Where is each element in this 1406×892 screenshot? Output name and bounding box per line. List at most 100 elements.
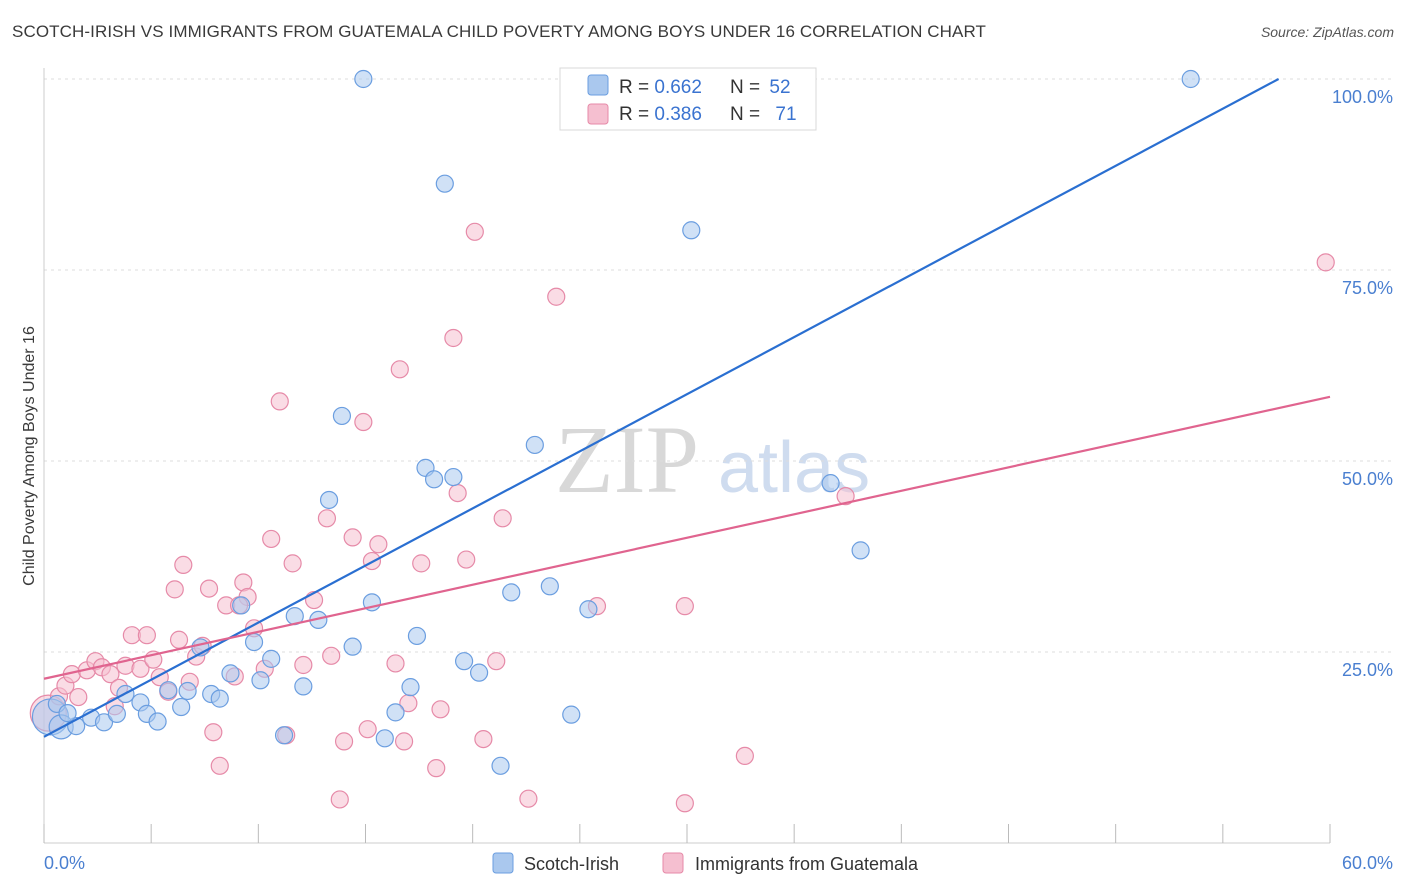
scotch-irish-point bbox=[244, 632, 264, 652]
guatemala-point bbox=[330, 790, 349, 809]
guatemala-point bbox=[204, 723, 223, 742]
x-tick-label-min: 0.0% bbox=[44, 853, 85, 873]
guatemala-point bbox=[493, 509, 512, 528]
gridlines bbox=[44, 78, 1393, 653]
guatemala-point bbox=[169, 630, 189, 649]
legend-r-value-1: 0.662 bbox=[654, 77, 702, 98]
scotch-irish-point bbox=[386, 703, 405, 722]
guatemala-points bbox=[29, 222, 1335, 813]
scotch-irish-point bbox=[502, 583, 521, 602]
guatemala-point bbox=[137, 626, 156, 645]
scotch-irish-point bbox=[107, 704, 126, 723]
legend-swatch-scotch-irish bbox=[587, 74, 609, 96]
guatemala-point bbox=[334, 732, 354, 751]
legend-r-label-2: R = bbox=[619, 104, 654, 125]
trend-lines bbox=[43, 78, 1331, 738]
guatemala-point bbox=[487, 652, 506, 671]
watermark-zip: ZIP bbox=[555, 406, 699, 513]
scotch-irish-point bbox=[332, 406, 352, 426]
scotch-irish-point bbox=[148, 712, 167, 731]
scotch-irish-point bbox=[491, 756, 510, 775]
guatemala-point bbox=[474, 729, 493, 749]
guatemala-point bbox=[270, 392, 289, 411]
guatemala-point bbox=[101, 665, 120, 684]
legend-swatch-guatemala bbox=[587, 103, 609, 125]
y-tick-label: 25.0% bbox=[1342, 660, 1393, 680]
scotch-irish-point bbox=[562, 705, 581, 724]
guatemala-point bbox=[317, 509, 337, 528]
guatemala-point bbox=[675, 597, 694, 616]
legend-n-row-1: N = 52 bbox=[730, 77, 791, 98]
bottom-legend-scotch-irish: Scotch-Irish bbox=[524, 854, 619, 874]
scotch-irish-point bbox=[262, 649, 281, 668]
scotch-irish-point bbox=[851, 541, 870, 560]
guatemala-point bbox=[199, 579, 219, 598]
scotch-irish-point bbox=[94, 713, 114, 732]
guatemala-point bbox=[390, 360, 409, 379]
guatemala-point bbox=[131, 659, 150, 678]
scotch-irish-point bbox=[540, 577, 559, 596]
guatemala-point bbox=[369, 535, 388, 554]
guatemala-point bbox=[174, 555, 193, 575]
legend-row-2: R = 0.386 bbox=[619, 104, 702, 125]
guatemala-point bbox=[294, 655, 313, 675]
scotch-irish-point bbox=[525, 435, 544, 455]
y-tick-label: 75.0% bbox=[1342, 278, 1393, 298]
legend-n-label-2: N = bbox=[730, 104, 765, 125]
series-legend: Scotch-Irish Immigrants from Guatemala bbox=[492, 852, 919, 874]
scotch-irish-point bbox=[178, 681, 197, 701]
y-tick-labels: 25.0% 50.0% 75.0% 100.0% bbox=[1332, 87, 1393, 680]
scotch-irish-point bbox=[232, 596, 251, 615]
bottom-legend-swatch-scotch-irish bbox=[492, 852, 514, 874]
scotch-irish-point bbox=[407, 626, 427, 646]
scotch-irish-point bbox=[401, 678, 420, 697]
scotch-irish-point bbox=[435, 174, 454, 193]
guatemala-point bbox=[283, 554, 302, 573]
scotch-irish-point bbox=[469, 663, 489, 682]
legend-row-1: R = 0.662 bbox=[619, 77, 702, 98]
guatemala-point bbox=[69, 687, 88, 707]
scotch-irish-point bbox=[579, 600, 598, 619]
legend-n-label-1: N = bbox=[730, 77, 765, 98]
guatemala-point bbox=[427, 759, 446, 778]
legend-n-value-1: 52 bbox=[769, 77, 790, 98]
guatemala-trend-line bbox=[43, 395, 1331, 680]
guatemala-point bbox=[465, 222, 484, 241]
guatemala-point bbox=[1316, 253, 1335, 272]
guatemala-point bbox=[547, 287, 566, 306]
scotch-irish-point bbox=[251, 671, 270, 690]
scotch-irish-point bbox=[159, 681, 178, 700]
guatemala-point bbox=[412, 554, 431, 573]
guatemala-point bbox=[394, 732, 414, 751]
guatemala-point bbox=[262, 529, 281, 549]
y-tick-label: 100.0% bbox=[1332, 87, 1393, 107]
guatemala-point bbox=[448, 483, 467, 503]
scotch-irish-point bbox=[682, 221, 701, 240]
scotch-irish-point bbox=[319, 490, 339, 510]
scotch-irish-point bbox=[1181, 69, 1200, 89]
source-label: Source: ZipAtlas.com bbox=[1260, 24, 1394, 40]
guatemala-point bbox=[343, 528, 362, 547]
guatemala-point bbox=[457, 550, 476, 569]
guatemala-point bbox=[165, 580, 184, 599]
x-tick-label-max: 60.0% bbox=[1342, 853, 1393, 873]
y-axis-title: Child Poverty Among Boys Under 16 bbox=[21, 326, 38, 586]
guatemala-point bbox=[358, 720, 377, 739]
scotch-irish-point bbox=[454, 652, 474, 671]
scotch-irish-point bbox=[424, 470, 444, 489]
guatemala-point bbox=[735, 746, 754, 766]
scotch-irish-point bbox=[375, 729, 394, 748]
guatemala-point bbox=[836, 487, 855, 506]
guatemala-point bbox=[519, 789, 538, 808]
bottom-legend-guatemala: Immigrants from Guatemala bbox=[695, 854, 919, 874]
guatemala-point bbox=[210, 756, 229, 775]
scotch-irish-point bbox=[354, 69, 373, 89]
bottom-legend-swatch-guatemala bbox=[662, 852, 684, 874]
scotch-irish-point bbox=[274, 726, 294, 745]
guatemala-point bbox=[322, 646, 341, 665]
legend-n-value-2: 71 bbox=[775, 104, 796, 125]
legend-r-value-2: 0.386 bbox=[654, 104, 702, 125]
correlation-legend: R = 0.662 N = 52 R = 0.386 N = 71 bbox=[559, 67, 817, 131]
guatemala-point bbox=[386, 654, 405, 673]
scotch-irish-point bbox=[343, 637, 362, 656]
